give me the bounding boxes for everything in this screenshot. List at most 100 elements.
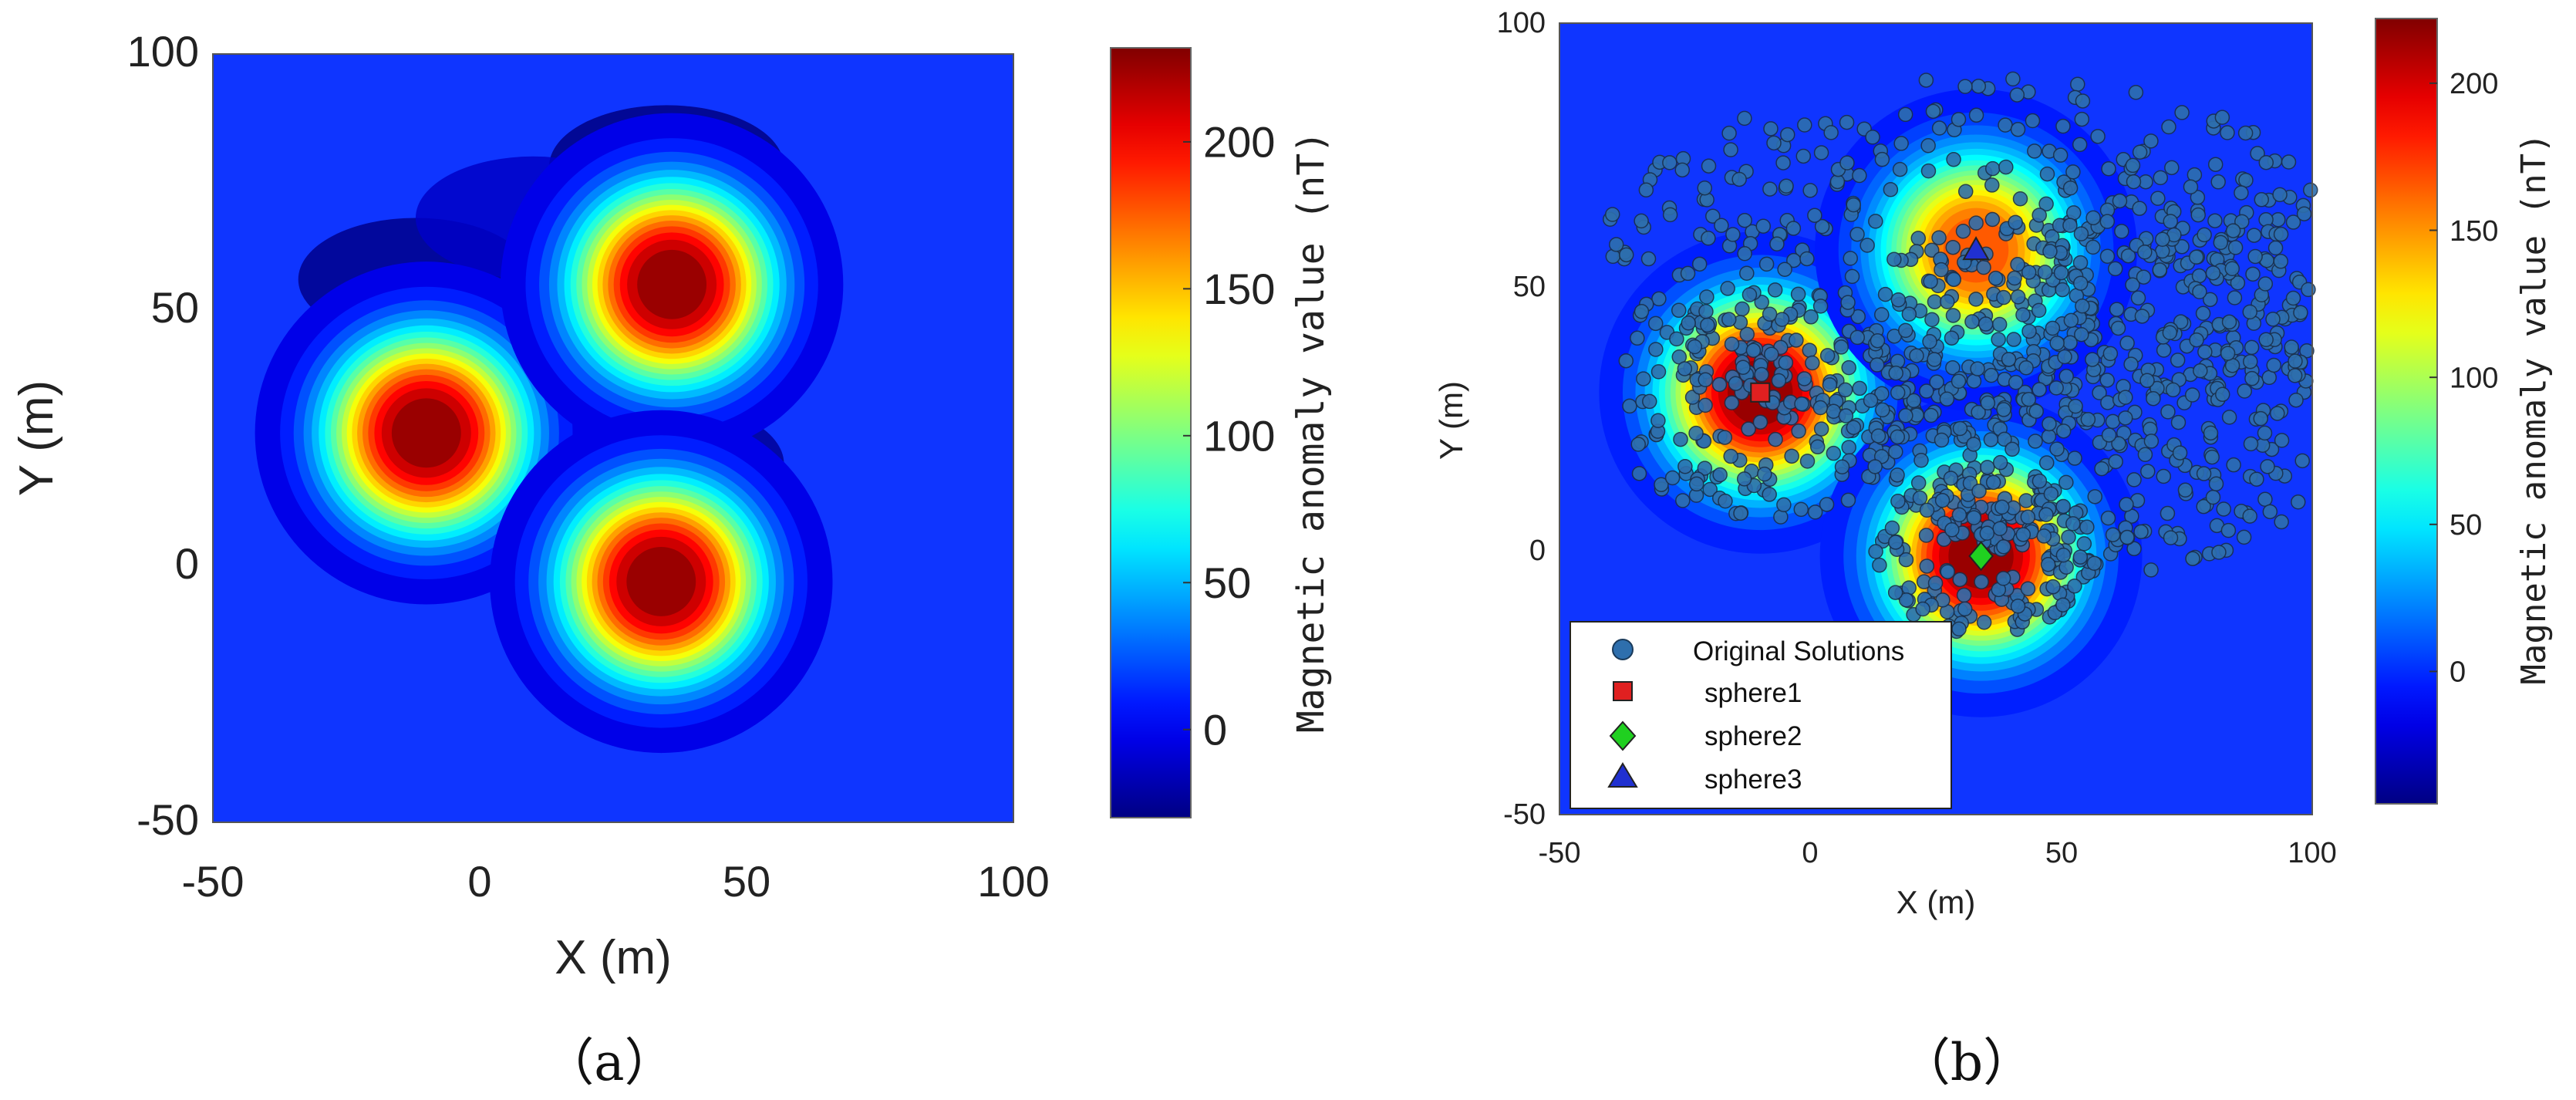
solution-point — [1766, 135, 1782, 151]
solution-point — [1943, 471, 1959, 486]
colorbar-tick-label: 150 — [2450, 215, 2498, 248]
solution-point — [2073, 226, 2089, 241]
solution-point — [2288, 353, 2303, 369]
solution-point — [1640, 251, 1657, 267]
panel-a-xtick-100: 100 — [977, 857, 1049, 906]
solution-point — [1874, 151, 1890, 167]
solution-point — [1675, 493, 1691, 508]
solution-point — [1912, 490, 1928, 506]
solution-point — [2133, 524, 2149, 540]
solution-point — [1971, 483, 1987, 499]
solution-point — [1712, 467, 1728, 483]
solution-point — [1813, 421, 1829, 437]
panel-a-heatmap — [255, 105, 844, 754]
solution-point — [1884, 520, 1900, 536]
solution-point — [2062, 181, 2079, 196]
solution-point — [2284, 339, 2299, 355]
solution-point — [2236, 529, 2252, 545]
solution-point — [2076, 536, 2092, 552]
solution-point — [2214, 386, 2230, 403]
solution-point — [2048, 380, 2064, 396]
solution-point — [1763, 121, 1779, 137]
solution-point — [1725, 227, 1741, 242]
solution-point — [1735, 301, 1750, 317]
solution-point — [1865, 130, 1880, 145]
solution-point — [1809, 439, 1826, 455]
solution-point — [1681, 315, 1696, 331]
legend-sphere1-label: sphere1 — [1704, 678, 1802, 708]
solution-point — [2170, 414, 2187, 430]
solution-point — [2207, 157, 2224, 172]
panel-b-ytick-50: 50 — [1513, 271, 1546, 303]
solution-point — [1605, 207, 1620, 222]
panel-b-caption: （b） — [1900, 1033, 2034, 1092]
solution-point — [1805, 355, 1820, 371]
solution-point — [1934, 262, 1949, 278]
solution-point — [2012, 191, 2028, 207]
solution-point — [2001, 352, 2017, 367]
solution-point — [2062, 335, 2078, 351]
solution-point — [1638, 182, 1654, 198]
panel-a: 100 50 0 -50 -50 0 50 100 X (m) Y (m) 0 5… — [10, 27, 1333, 1092]
solution-point — [2100, 510, 2116, 526]
solution-point — [1951, 112, 1967, 127]
solution-point — [2137, 245, 2153, 260]
panel-b-ytick-m50: -50 — [1503, 798, 1546, 831]
solution-point — [2010, 599, 2026, 614]
solution-point — [1955, 224, 1971, 239]
solution-point — [2055, 498, 2071, 515]
solution-point — [1799, 454, 1816, 469]
solution-point — [2111, 436, 2126, 451]
solution-point — [2273, 254, 2289, 269]
solution-point — [2053, 265, 2069, 281]
solution-point — [1697, 180, 1713, 196]
solution-point — [1934, 493, 1951, 508]
solution-point — [1823, 125, 1839, 140]
solution-point — [1714, 218, 1729, 233]
panel-b-colorbar — [2375, 18, 2438, 805]
solution-point — [1980, 395, 1996, 411]
solution-point — [2049, 441, 2065, 457]
legend-sphere3-label: sphere3 — [1704, 764, 1802, 795]
solution-point — [2221, 314, 2237, 330]
solution-point — [1920, 138, 1936, 154]
solution-point — [1946, 151, 1961, 167]
solution-point — [2205, 265, 2221, 281]
solution-point — [1890, 385, 1906, 400]
solution-point — [2045, 579, 2061, 595]
solution-point — [2007, 270, 2022, 286]
solution-point — [1650, 413, 1666, 429]
solution-point — [1680, 265, 1696, 282]
solution-point — [2254, 192, 2269, 208]
solution-point — [1803, 309, 1819, 325]
solution-point — [2031, 302, 2047, 319]
solution-point — [1995, 571, 2011, 586]
solution-point — [1754, 366, 1769, 383]
solution-point — [1698, 372, 1714, 388]
solution-point — [2055, 547, 2072, 563]
solution-point — [2143, 434, 2160, 449]
solution-point — [2119, 529, 2135, 545]
solution-point — [1919, 383, 1934, 399]
solution-point — [1785, 221, 1802, 236]
solution-point — [1775, 155, 1791, 170]
legend-sphere2-marker — [1609, 720, 1637, 751]
solution-point — [1868, 214, 1883, 229]
solution-point — [2038, 507, 2054, 522]
solution-point — [2008, 214, 2023, 231]
solution-point — [2041, 428, 2057, 444]
solution-point — [2260, 459, 2275, 474]
solution-point — [2156, 342, 2172, 358]
solution-point — [2109, 302, 2125, 317]
solution-point — [1630, 330, 1645, 346]
sphere3-marker — [1962, 236, 1990, 261]
solution-point — [2099, 248, 2116, 264]
solution-point — [1940, 564, 1955, 579]
panel-b: 100 50 0 -50 -50 0 50 100 X (m) Y (m) Or… — [1433, 7, 2554, 1092]
solution-point — [1701, 231, 1716, 246]
solution-point — [1741, 287, 1758, 302]
solution-point — [2005, 71, 2021, 87]
solution-point — [1898, 408, 1913, 423]
panel-b-xtick-m50: -50 — [1539, 837, 1581, 869]
solution-point — [2220, 346, 2236, 361]
